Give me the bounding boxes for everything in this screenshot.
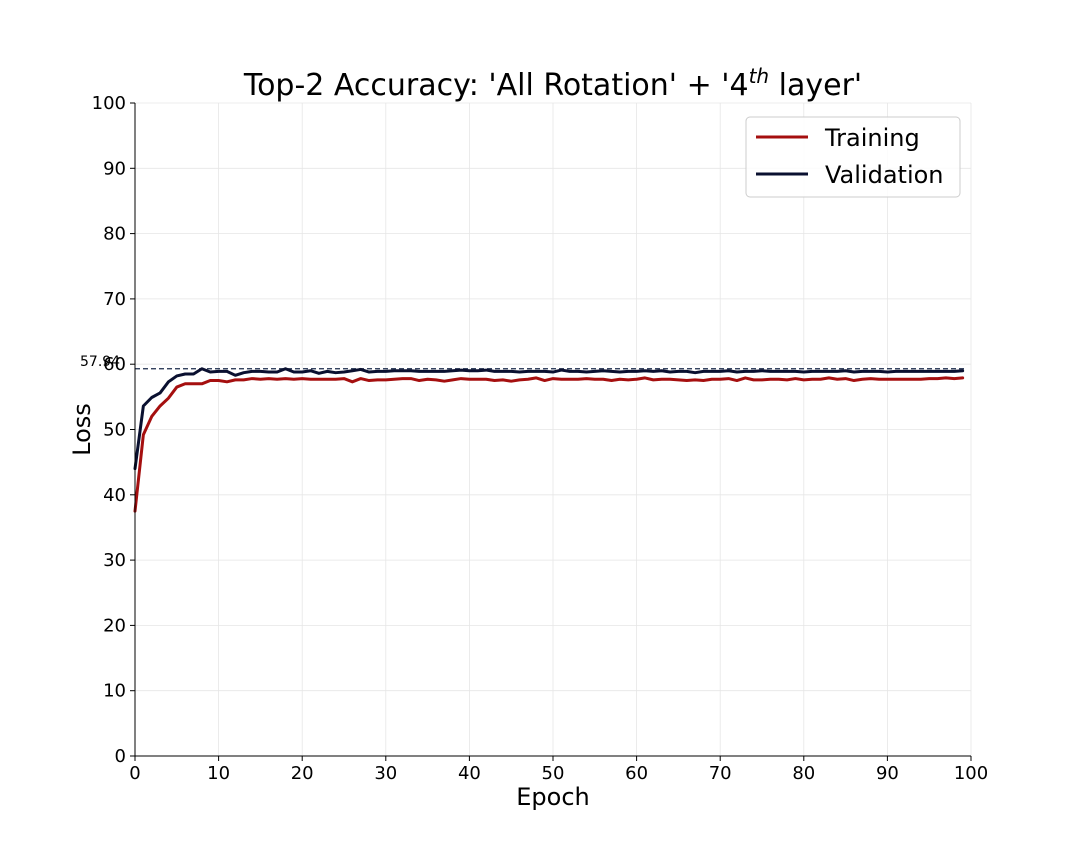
legend-label-validation: Validation	[825, 161, 944, 189]
x-ticks: 0 10 20 30 40 50 60 70 80 90 100	[129, 756, 988, 784]
chart-title: Top-2 Accuracy: 'All Rotation' + '4th la…	[243, 64, 862, 103]
y-tick-label: 0	[115, 746, 126, 767]
series-line-training	[133, 376, 965, 513]
y-tick-label: 20	[103, 615, 126, 636]
x-tick-label: 10	[207, 763, 230, 784]
chart-title-superscript: th	[749, 64, 770, 88]
x-tick-label: 100	[954, 763, 988, 784]
series-line-validation	[133, 367, 965, 471]
x-tick-label: 20	[291, 763, 314, 784]
x-tick-label: 90	[876, 763, 899, 784]
reference-line-label: 57.94	[80, 354, 120, 370]
legend: Training Validation	[745, 116, 961, 198]
x-tick-label: 80	[792, 763, 815, 784]
y-tick-label: 40	[103, 485, 126, 506]
y-tick-label: 30	[103, 550, 126, 571]
series-layer	[133, 367, 965, 513]
x-tick-label: 70	[709, 763, 732, 784]
chart-title-suffix: layer'	[769, 68, 862, 103]
x-tick-label: 60	[625, 763, 648, 784]
x-tick-label: 0	[129, 763, 140, 784]
y-tick-label: 90	[103, 158, 126, 179]
x-tick-label: 50	[542, 763, 565, 784]
y-tick-label: 10	[103, 681, 126, 702]
y-tick-label: 60	[103, 354, 126, 375]
y-tick-label: 80	[103, 224, 126, 245]
y-tick-label: 50	[103, 420, 126, 441]
x-axis-title: Epoch	[516, 783, 590, 811]
grid	[134, 102, 972, 757]
x-tick-label: 30	[374, 763, 397, 784]
legend-label-training: Training	[824, 124, 920, 152]
y-tick-label: 70	[103, 289, 126, 310]
y-ticks: 0 10 20 30 40 50 60 70 80 90 100	[92, 93, 135, 767]
y-tick-label: 100	[92, 93, 126, 114]
y-axis-title: Loss	[68, 403, 96, 456]
x-tick-label: 40	[458, 763, 481, 784]
chart-title-prefix: Top-2 Accuracy: 'All Rotation' + '4	[243, 68, 749, 103]
